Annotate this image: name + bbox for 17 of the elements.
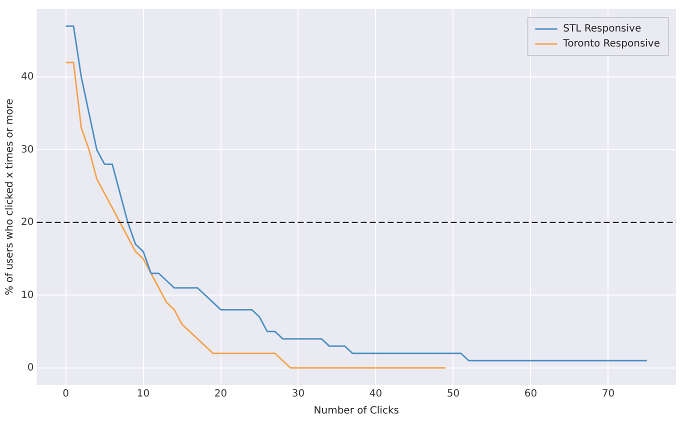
x-tick-label: 40 <box>369 388 382 400</box>
x-tick-label: 50 <box>446 388 460 400</box>
x-tick-label: 30 <box>292 388 305 400</box>
legend-label: Toronto Responsive <box>562 38 660 50</box>
y-tick-label: 40 <box>20 72 34 83</box>
x-axis-title: Number of Clicks <box>314 406 399 417</box>
y-tick-label: 10 <box>20 290 34 301</box>
y-tick-label: 30 <box>20 144 34 156</box>
y-axis-title: % of users who clicked x times or more <box>4 98 16 296</box>
legend-label: STL Responsive <box>563 24 642 35</box>
y-tick-label: 20 <box>20 217 34 228</box>
x-tick-label: 20 <box>214 388 228 400</box>
y-tick-label: 0 <box>27 362 34 374</box>
x-tick-label: 10 <box>136 388 150 400</box>
x-tick-label: 0 <box>62 388 69 400</box>
x-tick-label: 60 <box>524 388 538 400</box>
x-tick-label: 70 <box>602 388 615 400</box>
